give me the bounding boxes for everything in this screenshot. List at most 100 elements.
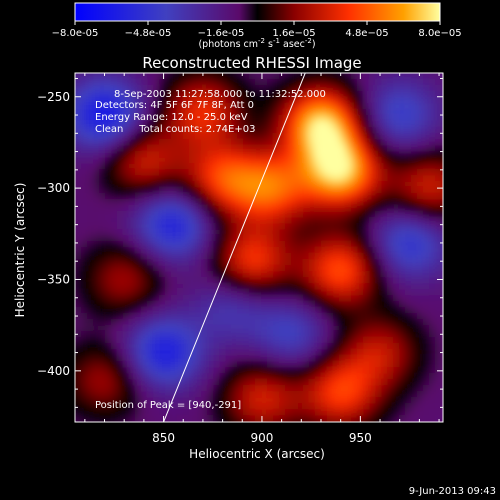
heatmap-cell	[333, 157, 340, 164]
heatmap-cell	[291, 229, 298, 236]
heatmap-cell	[189, 139, 196, 146]
heatmap-cell	[249, 295, 256, 302]
heatmap-cell	[447, 145, 454, 152]
heatmap-cell	[327, 163, 334, 170]
heatmap-cell	[411, 169, 418, 176]
heatmap-cell	[129, 175, 136, 182]
heatmap-cell	[297, 79, 304, 86]
heatmap-cell	[159, 295, 166, 302]
heatmap-cell	[339, 121, 346, 128]
heatmap-cell	[225, 133, 232, 140]
heatmap-cell	[99, 73, 106, 80]
heatmap-cell	[351, 133, 358, 140]
heatmap-cell	[405, 193, 412, 200]
heatmap-cell	[81, 409, 88, 416]
heatmap-cell	[165, 181, 172, 188]
heatmap-cell	[147, 301, 154, 308]
heatmap-cell	[99, 259, 106, 266]
heatmap-cell	[135, 385, 142, 392]
heatmap-cell	[291, 265, 298, 272]
heatmap-cell	[243, 151, 250, 158]
heatmap-cell	[309, 355, 316, 362]
heatmap-cell	[219, 169, 226, 176]
heatmap-cell	[243, 121, 250, 128]
heatmap-cell	[225, 319, 232, 326]
heatmap-cell	[87, 199, 94, 206]
heatmap-cell	[327, 169, 334, 176]
heatmap-cell	[345, 289, 352, 296]
heatmap-cell	[225, 139, 232, 146]
heatmap-cell	[273, 199, 280, 206]
heatmap-cell	[405, 427, 412, 434]
heatmap-cell	[171, 271, 178, 278]
heatmap-cell	[123, 373, 130, 380]
heatmap-cell	[333, 211, 340, 218]
heatmap-cell	[123, 415, 130, 422]
heatmap-cell	[423, 379, 430, 386]
heatmap-cell	[147, 79, 154, 86]
heatmap-cell	[219, 85, 226, 92]
heatmap-cell	[99, 217, 106, 224]
heatmap-cell	[249, 97, 256, 104]
heatmap-cell	[81, 355, 88, 362]
heatmap-cell	[393, 349, 400, 356]
heatmap-cell	[429, 277, 436, 284]
heatmap-cell	[387, 265, 394, 272]
heatmap-cell	[243, 157, 250, 164]
heatmap-cell	[405, 403, 412, 410]
heatmap-cell	[381, 133, 388, 140]
heatmap-cell	[243, 127, 250, 134]
heatmap-cell	[183, 379, 190, 386]
heatmap-cell	[321, 163, 328, 170]
heatmap-cell	[339, 97, 346, 104]
heatmap-cell	[153, 241, 160, 248]
heatmap-cell	[363, 211, 370, 218]
heatmap-cell	[81, 391, 88, 398]
heatmap-cell	[189, 121, 196, 128]
heatmap-cell	[93, 163, 100, 170]
heatmap-cell	[417, 157, 424, 164]
heatmap-cell	[321, 373, 328, 380]
heatmap-cell	[135, 157, 142, 164]
heatmap-cell	[177, 121, 184, 128]
heatmap-cell	[165, 229, 172, 236]
heatmap-cell	[123, 217, 130, 224]
heatmap-cell	[165, 409, 172, 416]
heatmap-cell	[81, 337, 88, 344]
heatmap-cell	[321, 73, 328, 80]
heatmap-cell	[81, 403, 88, 410]
heatmap-cell	[405, 187, 412, 194]
heatmap-cell	[429, 97, 436, 104]
heatmap-cell	[339, 103, 346, 110]
heatmap-cell	[399, 397, 406, 404]
heatmap-cell	[285, 265, 292, 272]
heatmap-cell	[315, 265, 322, 272]
heatmap-cell	[153, 361, 160, 368]
heatmap-cell	[213, 259, 220, 266]
heatmap-cell	[225, 103, 232, 110]
heatmap-cell	[357, 331, 364, 338]
heatmap-cell	[357, 109, 364, 116]
heatmap-cell	[297, 379, 304, 386]
heatmap-cell	[177, 145, 184, 152]
heatmap-cell	[357, 157, 364, 164]
heatmap-cell	[441, 109, 443, 116]
heatmap-cell	[147, 361, 154, 368]
heatmap-cell	[189, 325, 196, 332]
heatmap-cell	[303, 229, 310, 236]
heatmap-cell	[75, 271, 82, 278]
heatmap-cell	[357, 145, 364, 152]
heatmap-cell	[105, 187, 112, 194]
heatmap-cell	[99, 337, 106, 344]
heatmap-cell	[189, 367, 196, 374]
heatmap-cell	[129, 355, 136, 362]
heatmap-cell	[279, 331, 286, 338]
colorbar	[74, 2, 441, 22]
heatmap-cell	[129, 97, 136, 104]
heatmap-cell	[243, 73, 250, 80]
heatmap-cell	[243, 241, 250, 248]
heatmap-cell	[327, 427, 334, 434]
heatmap-cell	[237, 295, 244, 302]
y-tick-label: −300	[37, 181, 70, 195]
heatmap-cell	[411, 205, 418, 212]
